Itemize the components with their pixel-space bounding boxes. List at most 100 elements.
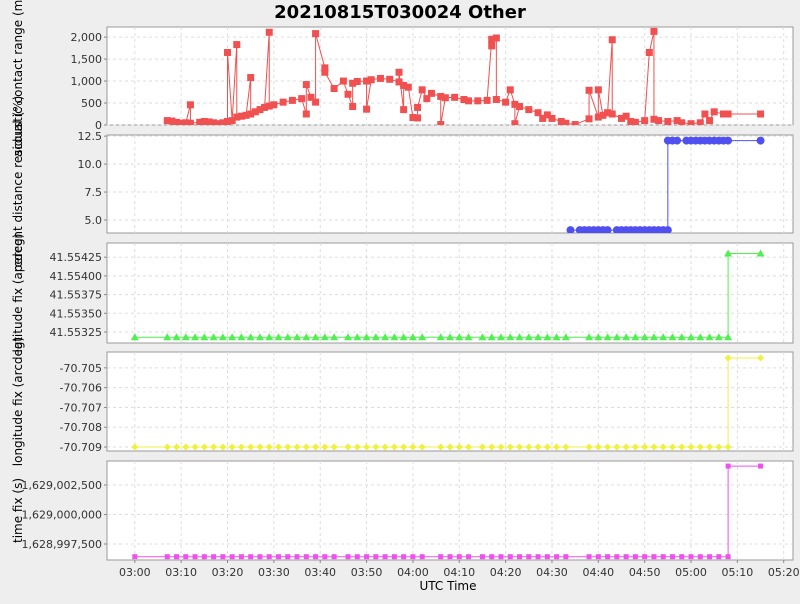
point xyxy=(724,443,732,451)
plot xyxy=(107,352,793,451)
point xyxy=(608,36,616,44)
point xyxy=(710,108,718,116)
x-tick-label: 03:50 xyxy=(351,566,383,579)
point xyxy=(715,443,723,451)
point xyxy=(659,333,668,341)
point xyxy=(331,554,337,560)
point xyxy=(562,443,570,451)
point xyxy=(488,42,496,50)
point xyxy=(534,333,543,341)
point xyxy=(321,64,329,72)
point xyxy=(345,554,351,560)
point xyxy=(233,41,241,49)
series xyxy=(163,27,765,125)
point xyxy=(725,463,731,469)
point xyxy=(705,333,714,341)
point xyxy=(543,443,551,451)
point xyxy=(266,554,272,560)
x-tick-label: 04:00 xyxy=(397,566,429,579)
point xyxy=(219,443,227,451)
point xyxy=(489,554,495,560)
point xyxy=(248,554,254,560)
point xyxy=(446,443,454,451)
point xyxy=(200,443,208,451)
point xyxy=(496,333,505,341)
point xyxy=(655,117,663,125)
point xyxy=(585,86,593,94)
y-tick-label: 1,628,997,500 xyxy=(22,538,102,551)
point xyxy=(687,443,695,451)
point xyxy=(373,554,379,560)
point xyxy=(391,554,397,560)
point xyxy=(492,34,500,42)
point xyxy=(233,113,241,121)
point xyxy=(209,333,218,341)
point xyxy=(400,106,408,114)
plot-area xyxy=(106,242,794,344)
point xyxy=(349,79,357,87)
point xyxy=(372,443,380,451)
point xyxy=(645,48,653,56)
point xyxy=(257,554,263,560)
point xyxy=(256,443,264,451)
y-axis-label: longitude fix (arcdeg) xyxy=(11,337,25,466)
point xyxy=(487,333,496,341)
point xyxy=(488,35,496,43)
point xyxy=(552,333,561,341)
series xyxy=(131,354,765,451)
point xyxy=(506,86,514,94)
point xyxy=(173,118,181,125)
point xyxy=(186,101,194,109)
point xyxy=(641,117,649,125)
point xyxy=(719,110,727,118)
point xyxy=(724,110,732,118)
y-tick-label: -70.705 xyxy=(60,362,102,375)
point xyxy=(724,249,733,257)
point xyxy=(506,443,514,451)
y-tick-label: 41.55400 xyxy=(50,270,103,283)
point xyxy=(603,333,612,341)
point xyxy=(196,118,204,125)
point xyxy=(381,333,390,341)
point xyxy=(446,333,454,341)
point xyxy=(238,554,244,560)
point xyxy=(687,120,695,125)
chart-title: 20210815T030024 Other xyxy=(274,2,526,23)
point xyxy=(330,443,338,451)
point xyxy=(228,333,237,341)
point xyxy=(631,443,639,451)
point xyxy=(293,443,301,451)
point xyxy=(650,443,658,451)
x-tick-label: 04:30 xyxy=(536,566,568,579)
point xyxy=(349,103,357,111)
point xyxy=(363,105,371,113)
point xyxy=(192,554,198,560)
point xyxy=(714,333,723,341)
point xyxy=(586,554,592,560)
point xyxy=(612,333,621,341)
point xyxy=(696,333,705,341)
point xyxy=(200,117,208,125)
point xyxy=(265,333,274,341)
point xyxy=(649,333,658,341)
x-tick-label: 04:10 xyxy=(443,566,475,579)
point xyxy=(650,115,658,123)
point xyxy=(183,554,189,560)
point xyxy=(191,333,200,341)
y-tick-label: 0 xyxy=(95,119,102,132)
point xyxy=(483,96,491,104)
point xyxy=(302,333,311,341)
point xyxy=(497,443,505,451)
point xyxy=(382,554,388,560)
point xyxy=(460,96,468,104)
y-tick-label: -70.708 xyxy=(60,421,102,434)
point xyxy=(618,114,625,122)
point xyxy=(218,333,227,341)
y-tick-label: 2,000 xyxy=(71,31,103,44)
point xyxy=(410,554,416,560)
point xyxy=(548,114,556,122)
point xyxy=(585,115,593,123)
point xyxy=(706,443,714,451)
point xyxy=(696,119,704,125)
y-tick-label: -70.709 xyxy=(60,441,102,454)
